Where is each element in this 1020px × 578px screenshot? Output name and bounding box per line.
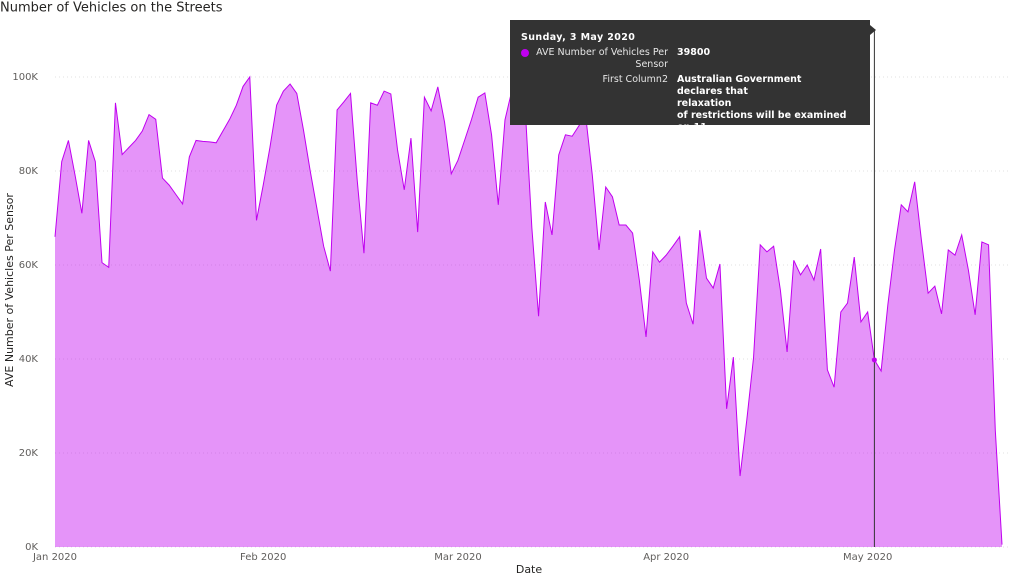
- tooltip-value: Australian Government declares that relax…: [677, 74, 847, 146]
- area: [55, 77, 1002, 547]
- y-tick-label: 20K: [19, 448, 39, 459]
- tooltip-label: AVE Number of Vehicles Per Sensor: [536, 47, 668, 70]
- x-tick-label: May 2020: [843, 552, 892, 563]
- y-tick-label: 60K: [19, 260, 39, 271]
- tooltip-line: May 2020: [677, 134, 729, 145]
- tooltip-row: First Column2 Australian Government decl…: [521, 74, 860, 146]
- chart-title: Number of Vehicles on the Streets: [0, 1, 223, 16]
- tooltip-value: 39800: [677, 47, 711, 58]
- x-tick-label: Jan 2020: [32, 552, 77, 563]
- y-tick-label: 0K: [25, 542, 38, 553]
- tooltip-row: AVE Number of Vehicles Per Sensor 39800: [521, 47, 860, 71]
- x-tick-label: Feb 2020: [240, 552, 286, 563]
- y-tick-label: 80K: [19, 166, 39, 177]
- tooltip-line: of restrictions will be examined on 11: [677, 110, 847, 133]
- tooltip-line: relaxation: [677, 98, 732, 109]
- y-axis-title: AVE Number of Vehicles Per Sensor: [3, 193, 16, 387]
- x-tick-label: Mar 2020: [434, 552, 482, 563]
- hover-marker: [871, 357, 877, 363]
- tooltip-pointer: [870, 25, 876, 35]
- tooltip-line: Australian Government declares that: [677, 74, 802, 97]
- tooltip-marker: [521, 49, 529, 57]
- line: [54, 75, 1003, 545]
- tooltip-date: Sunday, 3 May 2020: [521, 32, 636, 43]
- x-axis-title: Date: [516, 563, 543, 576]
- y-tick-label: 100K: [12, 72, 38, 83]
- x-tick-label: Apr 2020: [643, 552, 689, 563]
- tooltip: Sunday, 3 May 2020 AVE Number of Vehicle…: [510, 20, 870, 145]
- tooltip-label: First Column2: [602, 74, 668, 85]
- y-tick-label: 40K: [19, 354, 39, 365]
